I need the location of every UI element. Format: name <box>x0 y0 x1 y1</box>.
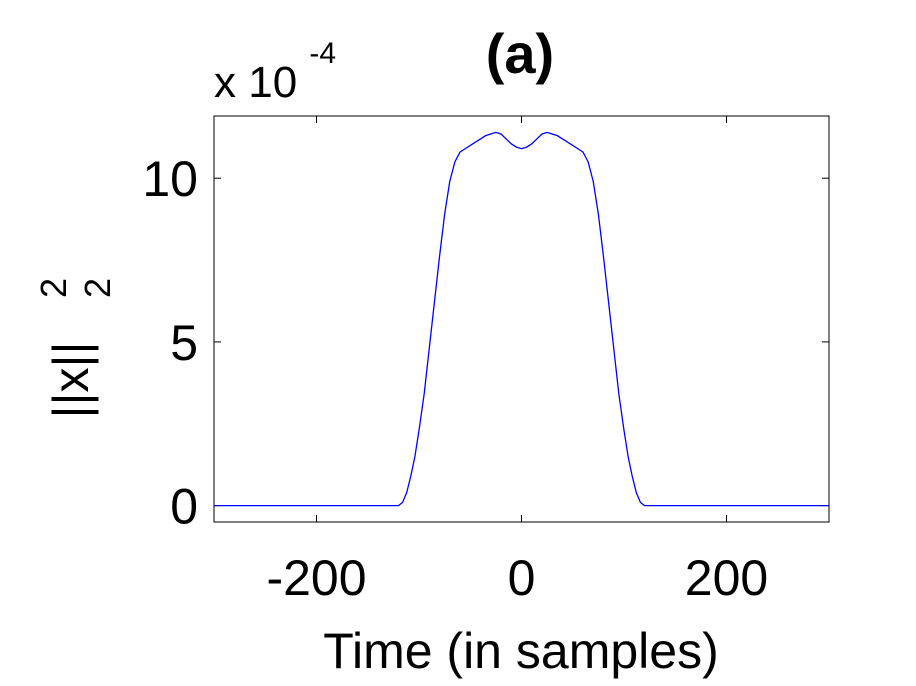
y-tick-label: 10 <box>142 151 198 207</box>
series-line <box>214 131 829 507</box>
x-tick-label: 200 <box>685 550 768 606</box>
y-ticks: 0 5 10 <box>142 151 829 535</box>
y-exponent-power: -4 <box>309 37 336 70</box>
x-axis-label: Time (in samples) <box>323 623 718 679</box>
y-axis-label-subscript: 2 <box>77 278 118 298</box>
x-tick-label: -200 <box>266 550 366 606</box>
chart-title: (a) <box>486 22 554 85</box>
x-tick-label: 0 <box>508 550 536 606</box>
x-ticks: -200 0 200 <box>266 116 768 606</box>
plot-area <box>213 115 830 523</box>
y-axis-label: ||x|| 2 2 <box>33 278 118 419</box>
y-exponent-label: x 10 -4 <box>214 37 336 107</box>
y-axis-label-base: ||x|| <box>43 342 99 419</box>
y-tick-label: 5 <box>170 315 198 371</box>
y-tick-label: 0 <box>170 479 198 535</box>
y-axis-label-superscript: 2 <box>33 278 74 298</box>
y-exponent-prefix: x 10 <box>214 58 297 107</box>
